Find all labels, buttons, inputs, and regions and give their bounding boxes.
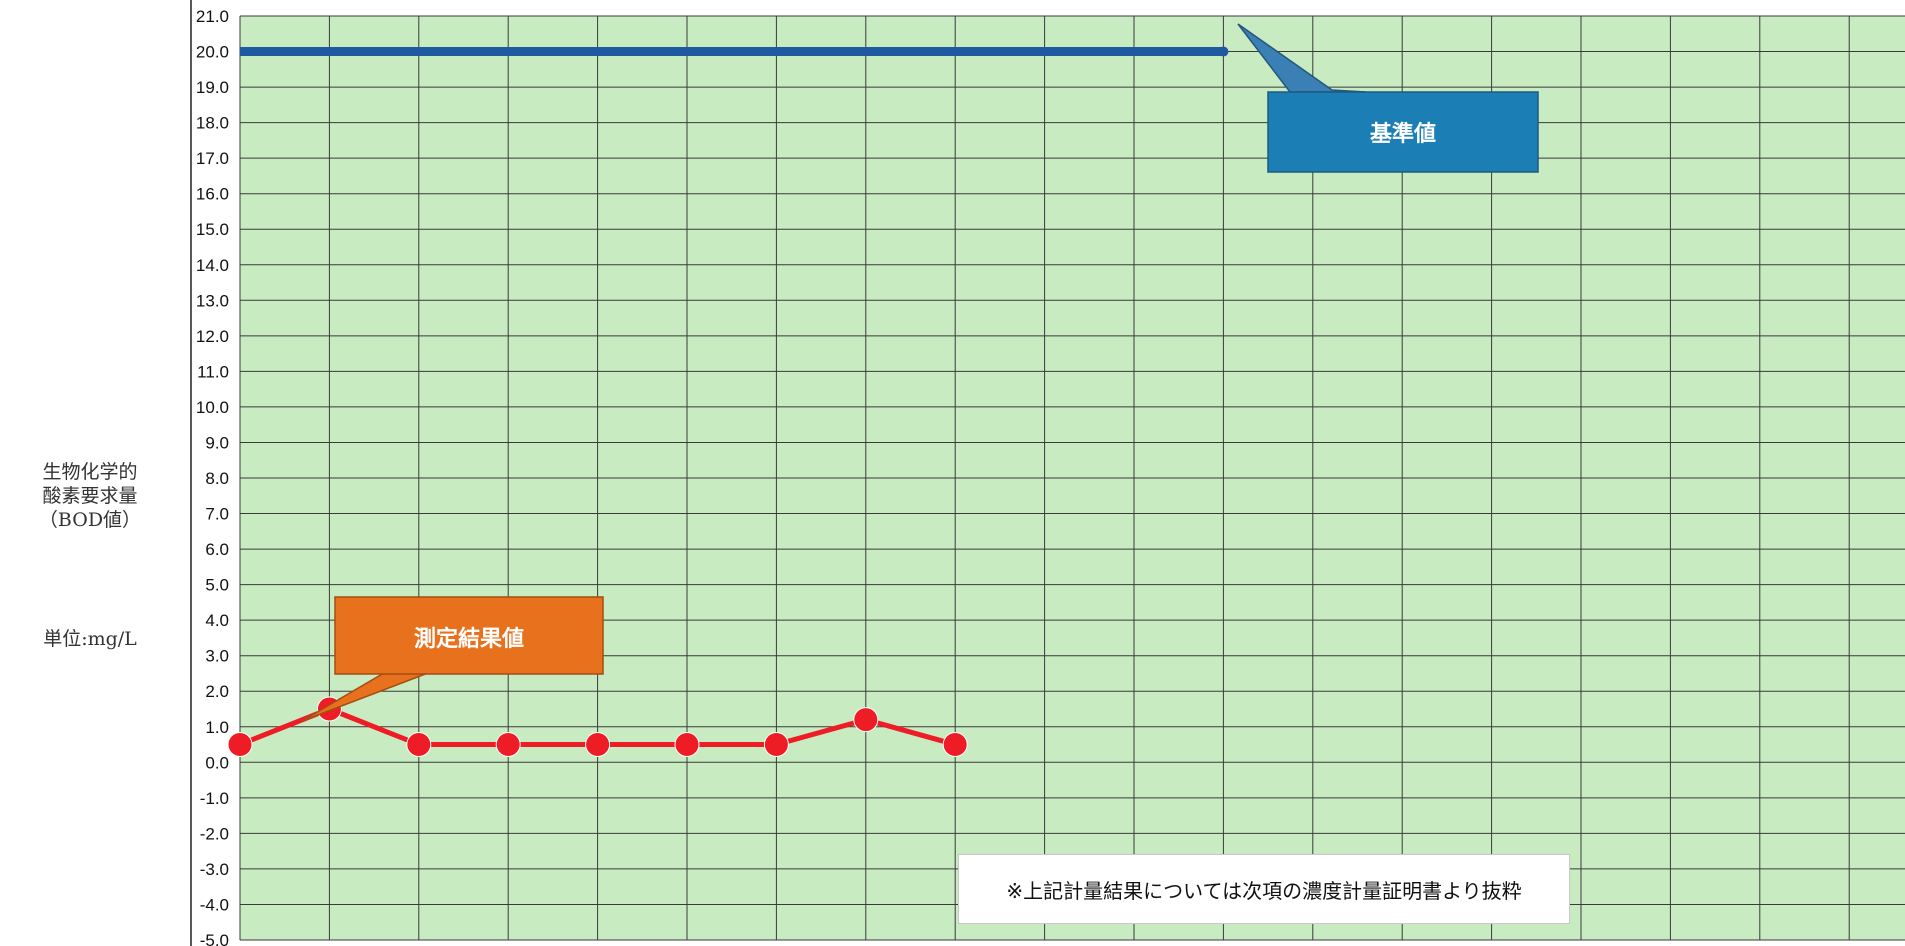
y-tick-label: 9.0 [205, 433, 229, 452]
y-tick-label: 17.0 [196, 149, 229, 168]
unit-label: 単位:mg/L [43, 628, 137, 650]
y-tick-label: 18.0 [196, 114, 229, 133]
y-tick-label: 6.0 [205, 540, 229, 559]
y-tick-label: 3.0 [205, 647, 229, 666]
y-tick-label: -2.0 [200, 824, 229, 843]
y-tick-label: 16.0 [196, 185, 229, 204]
y-tick-label: 8.0 [205, 469, 229, 488]
y-tick-label: 11.0 [197, 362, 229, 381]
measured-data-point [406, 732, 432, 758]
y-tick-label: 19.0 [196, 78, 229, 97]
y-tick-label: 5.0 [205, 576, 229, 595]
measured-data-point [763, 732, 789, 758]
y-tick-label: 2.0 [205, 682, 229, 701]
measured-data-point [227, 732, 253, 758]
measured-data-point [853, 707, 879, 733]
y-tick-label: 21.0 [196, 7, 229, 26]
y-tick-label: 15.0 [196, 220, 229, 239]
y-tick-label: 1.0 [205, 718, 229, 737]
y-axis-title-line: （BOD値） [38, 509, 142, 531]
measured-callout-label: 測定結果値 [414, 626, 524, 652]
y-tick-label: -3.0 [200, 860, 229, 879]
y-tick-label: -5.0 [200, 931, 229, 946]
y-tick-label: 12.0 [196, 327, 229, 346]
y-tick-label: -1.0 [200, 789, 229, 808]
y-tick-label: 0.0 [205, 753, 229, 772]
y-axis-title-line: 生物化学的 [42, 461, 138, 483]
measured-data-point [495, 732, 521, 758]
standard-callout-label: 基準値 [1370, 121, 1436, 147]
standard-callout-box [1267, 91, 1539, 173]
measured-data-point [585, 732, 611, 758]
y-tick-label: -4.0 [200, 895, 229, 914]
source-note: ※上記計量結果については次項の濃度計量証明書より抜粋 [958, 854, 1570, 924]
y-tick-label: 14.0 [196, 256, 229, 275]
measured-data-point [674, 732, 700, 758]
y-axis-title: 生物化学的 酸素要求量 （BOD値） [0, 460, 180, 532]
y-tick-label: 13.0 [196, 291, 229, 310]
y-axis-title-line: 酸素要求量 [42, 485, 138, 507]
measured-callout-box [334, 596, 604, 675]
y-tick-label: 7.0 [205, 505, 229, 524]
y-tick-label: 4.0 [205, 611, 229, 630]
standard-value-end-marker [1218, 46, 1229, 57]
y-tick-label: 10.0 [196, 398, 229, 417]
measured-data-point [942, 732, 968, 758]
y-tick-label: 20.0 [196, 43, 229, 62]
